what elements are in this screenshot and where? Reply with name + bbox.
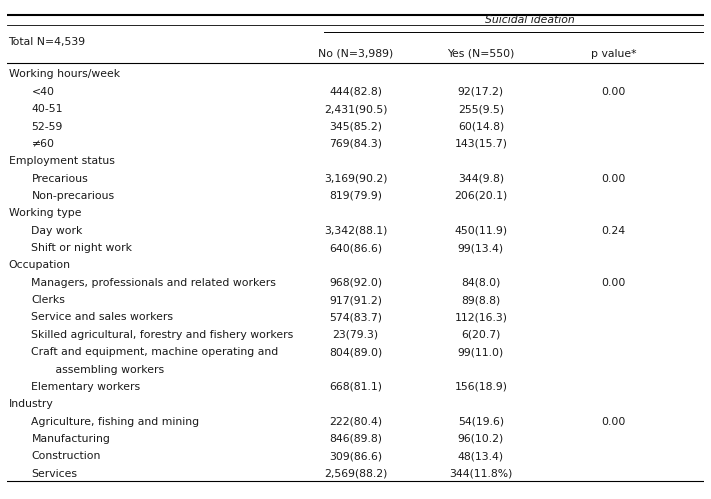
Text: ≠60: ≠60 [31,139,55,149]
Text: 3,342(88.1): 3,342(88.1) [324,226,387,236]
Text: 804(89.0): 804(89.0) [329,347,382,357]
Text: 222(80.4): 222(80.4) [329,417,382,427]
Text: 444(82.8): 444(82.8) [329,87,382,97]
Text: 2,569(88.2): 2,569(88.2) [324,469,387,479]
Text: No (N=3,989): No (N=3,989) [318,49,393,59]
Text: 92(17.2): 92(17.2) [458,87,504,97]
Text: 156(18.9): 156(18.9) [454,382,508,392]
Text: Manufacturing: Manufacturing [31,434,110,444]
Text: 450(11.9): 450(11.9) [454,226,508,236]
Text: <40: <40 [31,87,55,97]
Text: 60(14.8): 60(14.8) [458,122,504,132]
Text: 344(9.8): 344(9.8) [458,174,504,184]
Text: 48(13.4): 48(13.4) [458,452,504,462]
Text: 846(89.8): 846(89.8) [329,434,382,444]
Text: 143(15.7): 143(15.7) [454,139,508,149]
Text: Agriculture, fishing and mining: Agriculture, fishing and mining [31,417,200,427]
Text: 309(86.6): 309(86.6) [329,452,382,462]
Text: 54(19.6): 54(19.6) [458,417,504,427]
Text: 819(79.9): 819(79.9) [329,191,382,201]
Text: 84(8.0): 84(8.0) [461,278,501,288]
Text: Managers, professionals and related workers: Managers, professionals and related work… [31,278,277,288]
Text: 345(85.2): 345(85.2) [329,122,382,132]
Text: 99(13.4): 99(13.4) [458,243,504,253]
Text: Total N=4,539: Total N=4,539 [9,36,85,47]
Text: 968(92.0): 968(92.0) [329,278,382,288]
Text: 0.00: 0.00 [601,278,626,288]
Text: 40-51: 40-51 [31,104,63,114]
Text: Construction: Construction [31,452,101,462]
Text: Employment status: Employment status [9,156,114,166]
Text: 344(11.8%): 344(11.8%) [449,469,513,479]
Text: 0.00: 0.00 [601,417,626,427]
Text: Working type: Working type [9,208,81,219]
Text: Shift or night work: Shift or night work [31,243,132,253]
Text: Day work: Day work [31,226,83,236]
Text: 206(20.1): 206(20.1) [454,191,508,201]
Text: Yes (N=550): Yes (N=550) [447,49,515,59]
Text: Non-precarious: Non-precarious [31,191,114,201]
Text: Precarious: Precarious [31,174,88,184]
Text: 0.24: 0.24 [602,226,626,236]
Text: 574(83.7): 574(83.7) [329,312,382,322]
Text: Services: Services [31,469,77,479]
Text: 255(9.5): 255(9.5) [458,104,504,114]
Text: Clerks: Clerks [31,295,65,305]
Text: 6(20.7): 6(20.7) [461,330,501,340]
Text: Suicidal ideation: Suicidal ideation [485,14,574,24]
Text: 3,169(90.2): 3,169(90.2) [324,174,387,184]
Text: 99(11.0): 99(11.0) [458,347,504,357]
Text: 96(10.2): 96(10.2) [458,434,504,444]
Text: 23(79.3): 23(79.3) [333,330,378,340]
Text: 917(91.2): 917(91.2) [329,295,382,305]
Text: assembling workers: assembling workers [46,365,164,375]
Text: 640(86.6): 640(86.6) [329,243,382,253]
Text: 112(16.3): 112(16.3) [454,312,508,322]
Text: Industry: Industry [9,399,53,409]
Text: Occupation: Occupation [9,260,70,270]
Text: Craft and equipment, machine operating and: Craft and equipment, machine operating a… [31,347,279,357]
Text: 52-59: 52-59 [31,122,63,132]
Text: 2,431(90.5): 2,431(90.5) [324,104,387,114]
Text: Working hours/week: Working hours/week [9,69,119,79]
Text: 668(81.1): 668(81.1) [329,382,382,392]
Text: Service and sales workers: Service and sales workers [31,312,173,322]
Text: Skilled agricultural, forestry and fishery workers: Skilled agricultural, forestry and fishe… [31,330,294,340]
Text: p value*: p value* [591,49,636,59]
Text: 0.00: 0.00 [601,174,626,184]
Text: 0.00: 0.00 [601,87,626,97]
Text: 769(84.3): 769(84.3) [329,139,382,149]
Text: Elementary workers: Elementary workers [31,382,141,392]
Text: 89(8.8): 89(8.8) [461,295,501,305]
